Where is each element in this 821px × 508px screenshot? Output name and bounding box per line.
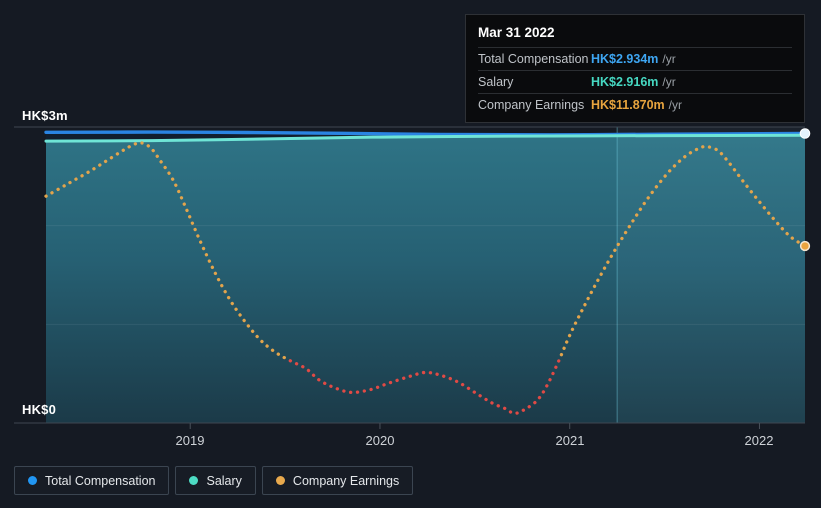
x-axis-label-2022: 2022 <box>744 433 774 448</box>
tooltip-row-total-compensation: Total Compensation HK$2.934m /yr <box>478 47 792 70</box>
total-compensation-marker <box>799 128 811 139</box>
tooltip-row-company-earnings: Company Earnings HK$11.870m /yr <box>478 93 792 116</box>
tooltip-row-salary: Salary HK$2.916m /yr <box>478 70 792 93</box>
salary-line <box>44 133 807 143</box>
x-axis-label-2020: 2020 <box>365 433 395 448</box>
legend-item-salary[interactable]: Salary <box>175 466 256 495</box>
total-compensation-dot-icon <box>28 476 37 485</box>
chart-tooltip: Mar 31 2022 Total Compensation HK$2.934m… <box>465 14 805 123</box>
tooltip-label: Salary <box>478 75 514 89</box>
chart-legend: Total Compensation Salary Company Earnin… <box>14 466 414 495</box>
tooltip-label: Company Earnings <box>478 98 585 112</box>
tooltip-label: Total Compensation <box>478 52 589 66</box>
legend-item-total-compensation[interactable]: Total Compensation <box>14 466 170 495</box>
legend-label: Company Earnings <box>292 473 400 488</box>
company-earnings-marker <box>799 240 811 252</box>
tooltip-unit: /yr <box>662 52 676 66</box>
tooltip-value: HK$11.870m <box>591 98 665 112</box>
y-axis-label-top: HK$3m <box>22 108 68 123</box>
tooltip-value: HK$2.934m <box>591 52 659 66</box>
y-axis-label-bottom: HK$0 <box>22 402 57 417</box>
x-axis-label-2019: 2019 <box>175 433 205 448</box>
tooltip-date: Mar 31 2022 <box>478 25 555 40</box>
legend-label: Total Compensation <box>45 473 156 488</box>
tooltip-unit: /yr <box>668 98 683 112</box>
tooltip-unit: /yr <box>662 75 676 89</box>
salary-dot-icon <box>189 476 199 485</box>
tooltip-value: HK$2.916m <box>591 75 659 89</box>
legend-label: Salary <box>206 473 242 488</box>
legend-item-company-earnings[interactable]: Company Earnings <box>261 466 414 495</box>
company-earnings-dot-icon <box>275 476 285 485</box>
last-year-highlight-band <box>617 127 805 423</box>
salary-area <box>46 135 805 424</box>
x-axis-label-2021: 2021 <box>555 433 585 448</box>
